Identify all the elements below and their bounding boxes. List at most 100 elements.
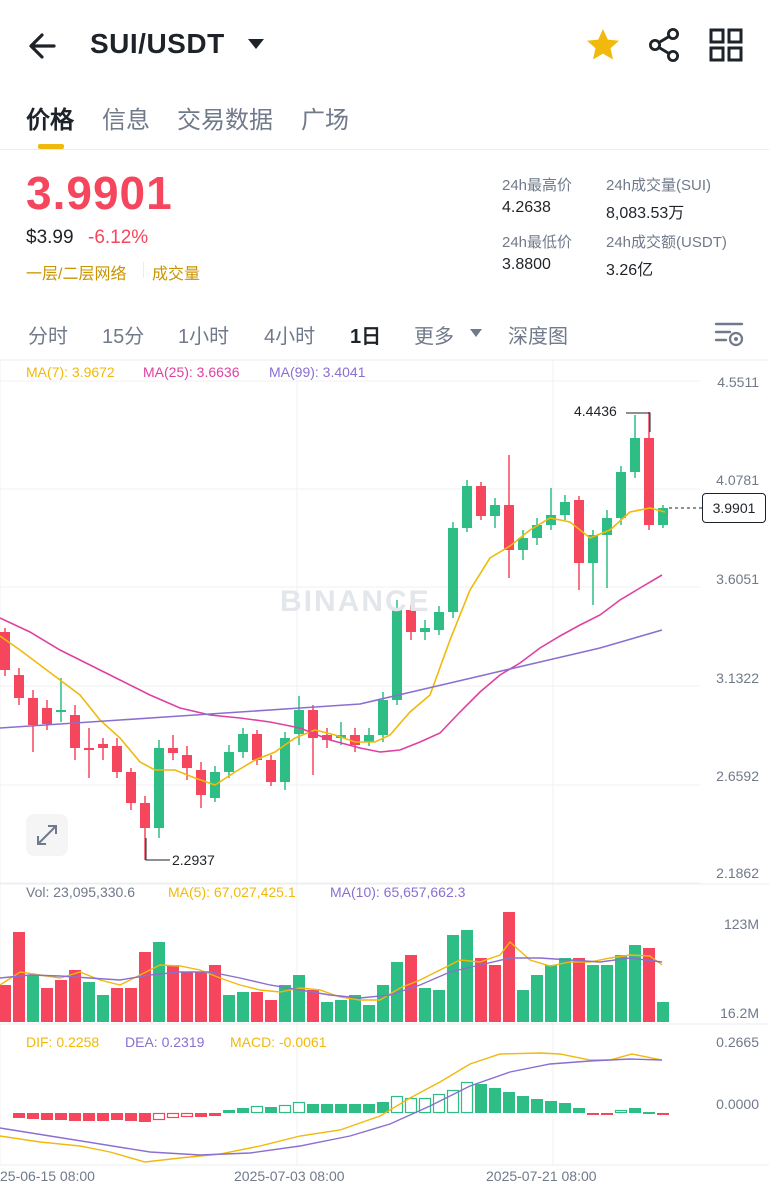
candle-body [42, 708, 52, 724]
more-chevron-icon[interactable] [469, 328, 483, 338]
candle-body [490, 505, 500, 516]
interval-4h[interactable]: 4小时 [264, 326, 316, 348]
low-24h-label: 24h最低价 [502, 234, 573, 251]
volume-bar [223, 995, 235, 1022]
header: SUI/USDT [0, 0, 769, 90]
candle-body [532, 525, 542, 538]
candle-body [560, 502, 570, 515]
candle-body [112, 746, 122, 772]
macd-histogram-bar [69, 1113, 81, 1121]
volume-bar [447, 935, 459, 1022]
candle-body [462, 486, 472, 528]
ma7-line [0, 507, 666, 786]
main-tabs: 价格 信息 交易数据 广场 [0, 96, 769, 150]
volume-bar [335, 1000, 347, 1022]
dif-line [0, 1052, 663, 1163]
candle-body [448, 528, 458, 612]
interval-more[interactable]: 更多 [414, 326, 454, 348]
price-change: -6.12% [88, 227, 149, 248]
date-axis-label: 25-06-15 08:00 [0, 1168, 95, 1184]
tab-trading-data[interactable]: 交易数据 [177, 107, 273, 134]
vol-base-label: 24h成交量(SUI) [606, 177, 712, 194]
ma99-legend: MA(99): 3.4041 [269, 364, 366, 380]
macd-histogram-bar [292, 1101, 306, 1114]
tab-info[interactable]: 信息 [102, 107, 150, 134]
volume-bar [293, 975, 305, 1022]
volume-bar [321, 1002, 333, 1022]
candle-body [182, 755, 192, 768]
price-axis-label: 3.1322 [716, 670, 759, 686]
volume-bar [97, 995, 109, 1022]
price-axis-label: 2.6592 [716, 768, 759, 784]
macd-histogram-bar [503, 1092, 515, 1113]
price-usd: $3.99 [26, 227, 74, 248]
macd-histogram-bar [629, 1108, 641, 1113]
interval-15m[interactable]: 15分 [102, 326, 145, 348]
high-24h-value: 4.2638 [502, 199, 551, 216]
high-24h-label: 24h最高价 [502, 177, 573, 194]
share-icon[interactable] [646, 26, 684, 64]
ma7-legend: MA(7): 3.9672 [26, 364, 115, 380]
candle-body [546, 515, 556, 525]
macd-histogram-bar [152, 1112, 166, 1121]
macd-histogram-bar [349, 1104, 361, 1113]
macd-histogram-bar [111, 1113, 123, 1120]
volume-bar [531, 975, 543, 1022]
current-price-tag: 3.9901 [702, 493, 766, 523]
tag-volume[interactable]: 成交量 [152, 266, 201, 283]
grid-icon[interactable] [708, 27, 744, 63]
macd-histogram-bar [166, 1112, 180, 1119]
macd-histogram-bar [55, 1113, 67, 1120]
volume-bar [419, 988, 431, 1022]
dea-legend: DEA: 0.2319 [125, 1034, 205, 1050]
candle-body [98, 744, 108, 748]
tag-layer-network[interactable]: 一层/二层网络 [26, 266, 127, 283]
tab-price[interactable]: 价格 [26, 107, 74, 134]
volume-bar [349, 995, 361, 1022]
volume-bar [195, 972, 207, 1022]
candle-body [14, 675, 24, 698]
volume-bar [279, 985, 291, 1022]
candle-body [504, 505, 514, 550]
candle-body [378, 700, 388, 735]
candle-body [252, 734, 262, 760]
volume-bar [433, 990, 445, 1022]
pair-title[interactable]: SUI/USDT [90, 28, 225, 59]
macd-histogram-bar [41, 1113, 53, 1120]
macd-histogram-bar [545, 1101, 557, 1113]
chevron-down-icon[interactable] [246, 36, 266, 52]
chart-settings-icon[interactable] [714, 320, 744, 348]
candlestick-chart[interactable] [0, 356, 769, 1199]
volume-bar [55, 980, 67, 1022]
date-axis-label: 2025-07-21 08:00 [486, 1168, 597, 1184]
star-icon[interactable] [584, 26, 622, 64]
interval-line[interactable]: 分时 [28, 326, 68, 348]
candle-body [154, 748, 164, 828]
macd-histogram-bar [335, 1104, 347, 1113]
high-marker-label: 4.4436 [574, 403, 617, 419]
candle-body [56, 710, 66, 712]
candle-body [602, 518, 612, 535]
candle-body [476, 486, 486, 516]
macd-histogram-bar [223, 1110, 235, 1113]
candle-body [196, 770, 206, 795]
dea-line [0, 1058, 663, 1156]
candle-body [70, 715, 80, 748]
candle-body [420, 628, 430, 632]
interval-1h[interactable]: 1小时 [178, 326, 230, 348]
candle-body [364, 735, 374, 742]
macd-histogram-bar [125, 1113, 137, 1121]
expand-chart-button[interactable] [26, 814, 68, 856]
back-arrow-icon[interactable] [24, 26, 64, 66]
volume-bar [587, 965, 599, 1022]
interval-depth[interactable]: 深度图 [508, 326, 568, 348]
volume-bar [111, 988, 123, 1022]
macd-histogram-bar [559, 1103, 571, 1113]
price-axis-label: 3.6051 [716, 571, 759, 587]
candle-body [0, 632, 10, 670]
candle-body [322, 735, 332, 740]
candle-body [616, 472, 626, 518]
volume-bar [601, 965, 613, 1022]
tab-square[interactable]: 广场 [301, 107, 349, 134]
interval-1d[interactable]: 1日 [350, 326, 382, 348]
